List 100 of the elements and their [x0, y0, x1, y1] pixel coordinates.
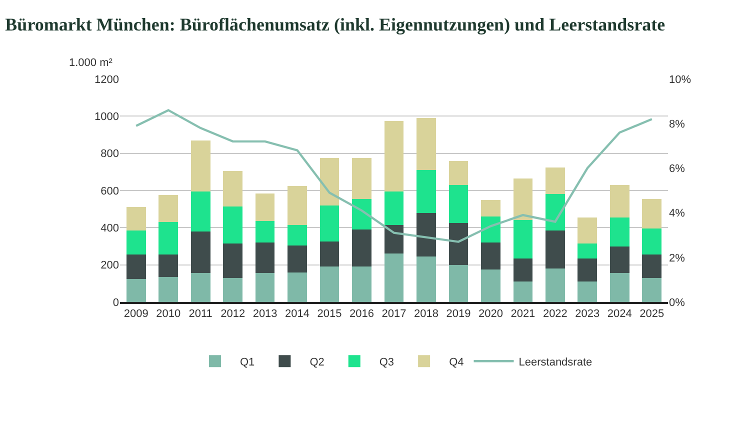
bar: [546, 268, 565, 302]
y-tick-label: 200: [100, 260, 119, 272]
x-tick-label: 2025: [640, 308, 664, 320]
bar: [610, 273, 630, 302]
bar: [610, 184, 630, 218]
bar: [642, 198, 662, 229]
bar: [223, 170, 242, 206]
bar: [320, 242, 340, 267]
bar: [190, 273, 210, 302]
x-tick-label: 2013: [252, 308, 278, 320]
bar: [610, 246, 630, 274]
bar: [481, 242, 500, 270]
bar: [255, 193, 275, 222]
x-tick-label: 2024: [607, 308, 632, 320]
bar: [384, 254, 404, 302]
bar: [352, 198, 372, 230]
legend-label: Q4: [449, 356, 464, 368]
bar: [448, 223, 468, 265]
bar: [513, 220, 533, 258]
legend-label: Q1: [240, 356, 255, 368]
x-tick-label: 2017: [382, 308, 406, 320]
bar: [288, 272, 307, 302]
bar: [642, 228, 662, 255]
bar: [223, 278, 242, 302]
x-tick-label: 2011: [188, 308, 212, 320]
bar: [320, 158, 340, 206]
y-tick-label: 1000: [94, 111, 119, 124]
legend-label: Leerstandsrate: [518, 356, 592, 368]
bar: [384, 191, 404, 225]
bar: [352, 266, 372, 302]
bar: [255, 273, 275, 302]
x-tick-label: 2015: [317, 308, 342, 320]
line-series: [135, 109, 653, 243]
x-tick-label: 2022: [542, 308, 568, 320]
bar: [126, 254, 146, 279]
bar: [448, 160, 468, 185]
bar: [416, 170, 436, 213]
x-tick-label: 2009: [124, 308, 148, 320]
bar: [578, 258, 598, 282]
bar: [158, 254, 178, 277]
bar: [513, 258, 533, 282]
bar: [158, 195, 178, 222]
bar: [546, 194, 565, 230]
bar: [448, 264, 468, 302]
legend-label: Q3: [379, 356, 394, 368]
bar: [481, 269, 500, 302]
bar: [416, 212, 436, 256]
y2-tick-label: 2%: [669, 252, 686, 264]
bar: [578, 243, 598, 258]
bar: [255, 221, 275, 243]
bar: [546, 167, 565, 194]
y-tick-label: 400: [100, 222, 119, 235]
y-tick-label: 1200: [94, 74, 119, 86]
bar: [416, 118, 436, 170]
bar: [223, 243, 242, 278]
bar: [223, 206, 242, 244]
bar: [190, 231, 210, 274]
bar: [416, 256, 436, 302]
bar: [255, 242, 275, 274]
bar: [578, 282, 598, 302]
bar: [481, 216, 500, 243]
x-tick-label: 2018: [414, 308, 438, 320]
bar: [578, 217, 598, 244]
bar: [158, 222, 178, 255]
bar: [513, 178, 533, 220]
chart-title: Büromarkt München: Büroflächenumsatz (inkl. Eigennutzungen) und Leerstandsrate: [5, 14, 666, 34]
bar: [513, 282, 533, 302]
bar: [190, 191, 210, 232]
bar: [352, 158, 372, 199]
y2-tick-label: 4%: [669, 208, 686, 220]
y-tick-label: 0: [112, 296, 119, 309]
bar: [288, 224, 307, 246]
bar: [642, 254, 662, 278]
x-tick-label: 2010: [156, 308, 181, 320]
bar: [320, 205, 340, 242]
x-tick-label: 2012: [220, 308, 246, 320]
bar: [320, 266, 340, 302]
y-axis-title: 1.000 m²: [69, 57, 113, 69]
x-tick-label: 2021: [510, 308, 536, 320]
y2-tick-label: 10%: [669, 74, 692, 86]
bar: [384, 120, 404, 192]
bar: [158, 276, 178, 302]
x-tick-label: 2023: [575, 308, 600, 320]
bar: [448, 184, 468, 224]
y-tick-label: 800: [100, 148, 119, 160]
bar: [546, 230, 565, 269]
y2-tick-label: 0%: [669, 296, 686, 309]
bar: [288, 186, 307, 225]
x-tick-label: 2014: [285, 308, 310, 320]
bar: [190, 140, 210, 192]
bar: [126, 278, 146, 302]
x-tick-label: 2020: [478, 308, 503, 320]
x-tick-label: 2019: [446, 308, 471, 320]
y2-tick-label: 6%: [669, 163, 686, 176]
bar: [610, 217, 630, 246]
legend-label: Q2: [310, 356, 324, 368]
y-tick-label: 600: [100, 185, 119, 198]
bar: [642, 278, 662, 302]
bar: [288, 245, 307, 272]
bar: [352, 230, 372, 267]
